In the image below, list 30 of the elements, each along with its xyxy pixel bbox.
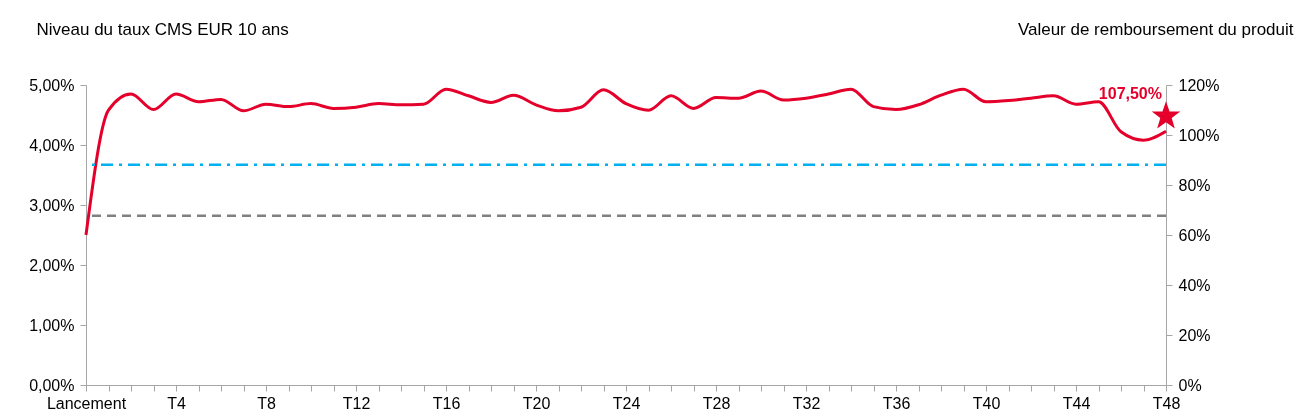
y-tick-label: 2,00% — [29, 256, 75, 274]
y2-tick-label: 60% — [1178, 226, 1211, 244]
y2-tick-label: 120% — [1178, 76, 1220, 94]
x-tick-label: T4 — [167, 394, 186, 412]
y2-axis-title: Valeur de remboursement du produit — [1017, 19, 1294, 39]
y2-tick-label: 0% — [1178, 376, 1202, 394]
y-tick-label: 5,00% — [29, 76, 75, 94]
x-tick-label: T40 — [972, 394, 1001, 412]
x-tick-label: T24 — [612, 394, 641, 412]
x-tick-label: T20 — [522, 394, 551, 412]
y-tick-label: 0,00% — [29, 376, 75, 394]
x-tick-label: T12 — [342, 394, 371, 412]
y2-tick-label: 20% — [1178, 326, 1211, 344]
y-tick-label: 1,00% — [29, 316, 75, 334]
y-axis-title: Niveau du taux CMS EUR 10 ans — [36, 19, 289, 39]
x-tick-label: T44 — [1062, 394, 1091, 412]
y-tick-label: 4,00% — [29, 136, 75, 154]
data-label: 107,50% — [1098, 85, 1162, 103]
x-tick-label: Lancement — [46, 394, 127, 412]
y2-tick-label: 100% — [1178, 126, 1220, 144]
x-tick-label: T8 — [257, 394, 276, 412]
line-series — [84, 87, 1168, 237]
y2-tick-label: 40% — [1178, 276, 1211, 294]
x-tick-label: T48 — [1152, 394, 1181, 412]
x-tick-label: T28 — [702, 394, 731, 412]
y-tick-label: 3,00% — [29, 196, 75, 214]
x-tick-label: T32 — [792, 394, 821, 412]
x-tick-label: T36 — [882, 394, 911, 412]
x-tick-label: T16 — [432, 394, 461, 412]
y2-tick-label: 80% — [1178, 176, 1211, 194]
